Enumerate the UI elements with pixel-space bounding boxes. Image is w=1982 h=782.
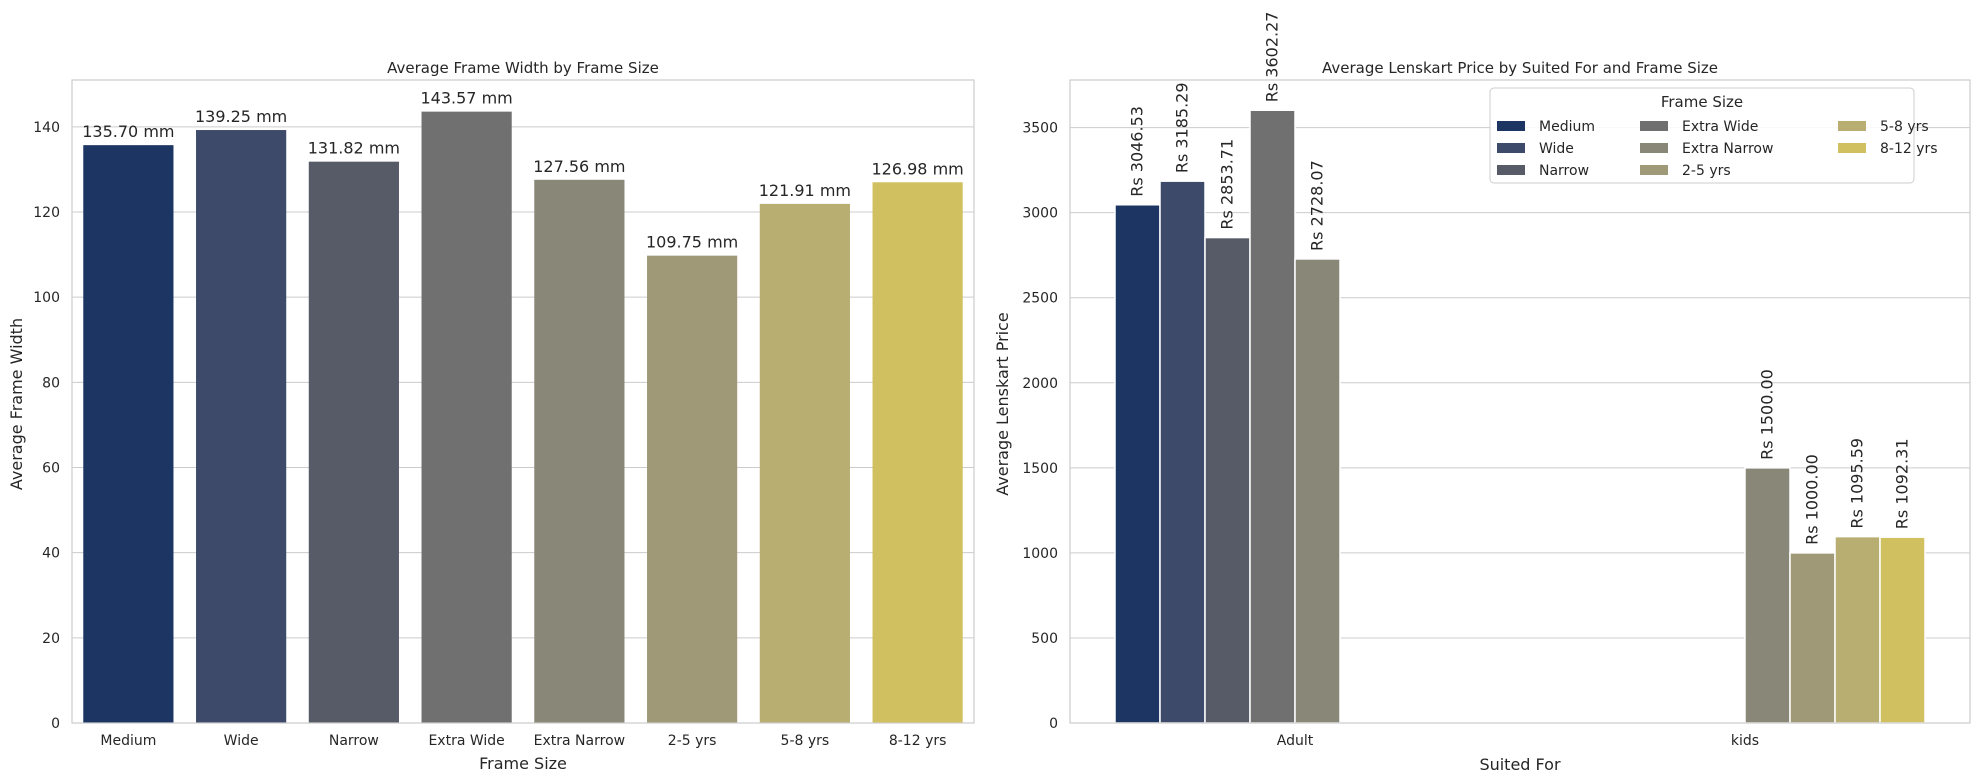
x-tick-label: Adult	[1277, 733, 1314, 749]
x-tick-label: 5-8 yrs	[781, 733, 830, 749]
legend-swatch	[1497, 143, 1525, 153]
y-tick-label: 100	[33, 290, 60, 306]
chart-title: Average Lenskart Price by Suited For and…	[1322, 59, 1718, 77]
bar-value-label: Rs 3185.29	[1173, 82, 1192, 173]
legend-entry: Extra Narrow	[1682, 141, 1773, 157]
y-tick-label: 140	[33, 120, 60, 136]
legend-swatch	[1640, 121, 1668, 131]
bar-value-label: 139.25 mm	[195, 107, 287, 126]
legend-swatch	[1838, 143, 1866, 153]
y-axis-label: Average Frame Width	[7, 318, 26, 490]
legend-entry: Extra Wide	[1682, 119, 1758, 135]
y-tick-label: 0	[51, 716, 60, 732]
y-tick-label: 3500	[1022, 121, 1058, 137]
bar	[1879, 536, 1926, 724]
legend-swatch	[1640, 165, 1668, 175]
bar-value-label: Rs 1500.00	[1758, 369, 1777, 460]
bar	[196, 130, 287, 723]
bar-value-label: 135.70 mm	[82, 122, 174, 141]
legend-swatch	[1497, 121, 1525, 131]
legend-swatch	[1640, 143, 1668, 153]
plot-area-frame	[71, 79, 975, 724]
legend-entry: Wide	[1539, 141, 1574, 157]
chart-title: Average Frame Width by Frame Size	[387, 59, 659, 77]
y-tick-label: 80	[42, 375, 60, 391]
bar	[1204, 236, 1251, 724]
x-tick-label: 8-12 yrs	[889, 733, 947, 749]
y-tick-label: 2500	[1022, 291, 1058, 307]
bar-value-label: Rs 1000.00	[1803, 454, 1822, 545]
y-tick-label: 1000	[1022, 546, 1058, 562]
x-tick-label: Medium	[100, 733, 156, 749]
bar-value-label: 121.91 mm	[759, 181, 851, 200]
bar	[421, 111, 512, 723]
x-tick-label: Wide	[224, 733, 259, 749]
bar	[1744, 467, 1791, 724]
x-tick-label: 2-5 yrs	[668, 733, 717, 749]
legend-swatch	[1497, 165, 1525, 175]
bar	[1834, 535, 1881, 724]
plot-area-frame	[1069, 79, 1971, 724]
legend-entry: Narrow	[1539, 163, 1589, 179]
legend: Frame Size Medium Wide Narrow Extra Wide Extr…	[1489, 87, 1938, 184]
x-tick-label: Extra Wide	[428, 733, 504, 749]
chart-frame-width-by-size: Average Frame Width by Frame Size Frame …	[7, 59, 975, 773]
y-tick-label: 1500	[1022, 461, 1058, 477]
legend-title: Frame Size	[1661, 93, 1743, 111]
y-tick-label: 40	[42, 546, 60, 562]
bar-value-label: 126.98 mm	[872, 159, 964, 178]
bar-value-label: 127.56 mm	[533, 157, 625, 176]
x-tick-label: Narrow	[329, 733, 379, 749]
bar	[83, 145, 174, 723]
bar	[534, 179, 625, 724]
legend-swatch	[1838, 121, 1866, 131]
y-tick-label: 500	[1031, 631, 1058, 647]
bar	[1114, 204, 1161, 724]
y-tick-label: 0	[1049, 716, 1058, 732]
legend-box	[1489, 87, 1915, 184]
legend-entry: 8-12 yrs	[1880, 141, 1938, 157]
x-tick-label: Extra Narrow	[534, 733, 625, 749]
y-tick-label: 3000	[1022, 206, 1058, 222]
y-tick-label: 120	[33, 205, 60, 221]
x-axis-label: Frame Size	[479, 754, 567, 773]
bar	[1249, 109, 1296, 724]
y-axis-label: Average Lenskart Price	[993, 312, 1012, 496]
y-tick-label: 2000	[1022, 376, 1058, 392]
bar	[759, 203, 850, 724]
x-tick-label: kids	[1731, 733, 1759, 749]
bar-value-label: Rs 3602.27	[1263, 12, 1282, 103]
bar	[647, 255, 738, 723]
x-axis-label: Suited For	[1479, 755, 1561, 774]
bar-value-label: 109.75 mm	[646, 233, 738, 252]
bar	[1159, 180, 1206, 724]
y-tick-label: 60	[42, 461, 60, 477]
bar-value-label: Rs 1092.31	[1893, 438, 1912, 529]
legend-entry: Medium	[1539, 119, 1595, 135]
bar-value-label: 143.57 mm	[421, 89, 513, 108]
bar-value-label: Rs 1095.59	[1848, 438, 1867, 529]
bar	[1294, 258, 1341, 724]
legend-entry: 5-8 yrs	[1880, 119, 1929, 135]
bar	[308, 161, 399, 724]
bar-value-label: Rs 3046.53	[1128, 106, 1147, 197]
bar	[1789, 552, 1836, 724]
chart-price-by-suited-for: Average Lenskart Price by Suited For and…	[993, 12, 1971, 774]
legend-entry: 2-5 yrs	[1682, 163, 1731, 179]
bar-value-label: 131.82 mm	[308, 139, 400, 158]
y-tick-label: 20	[42, 631, 60, 647]
bar-value-label: Rs 2853.71	[1218, 139, 1237, 230]
bar	[872, 182, 963, 724]
bar-value-label: Rs 2728.07	[1308, 160, 1327, 251]
